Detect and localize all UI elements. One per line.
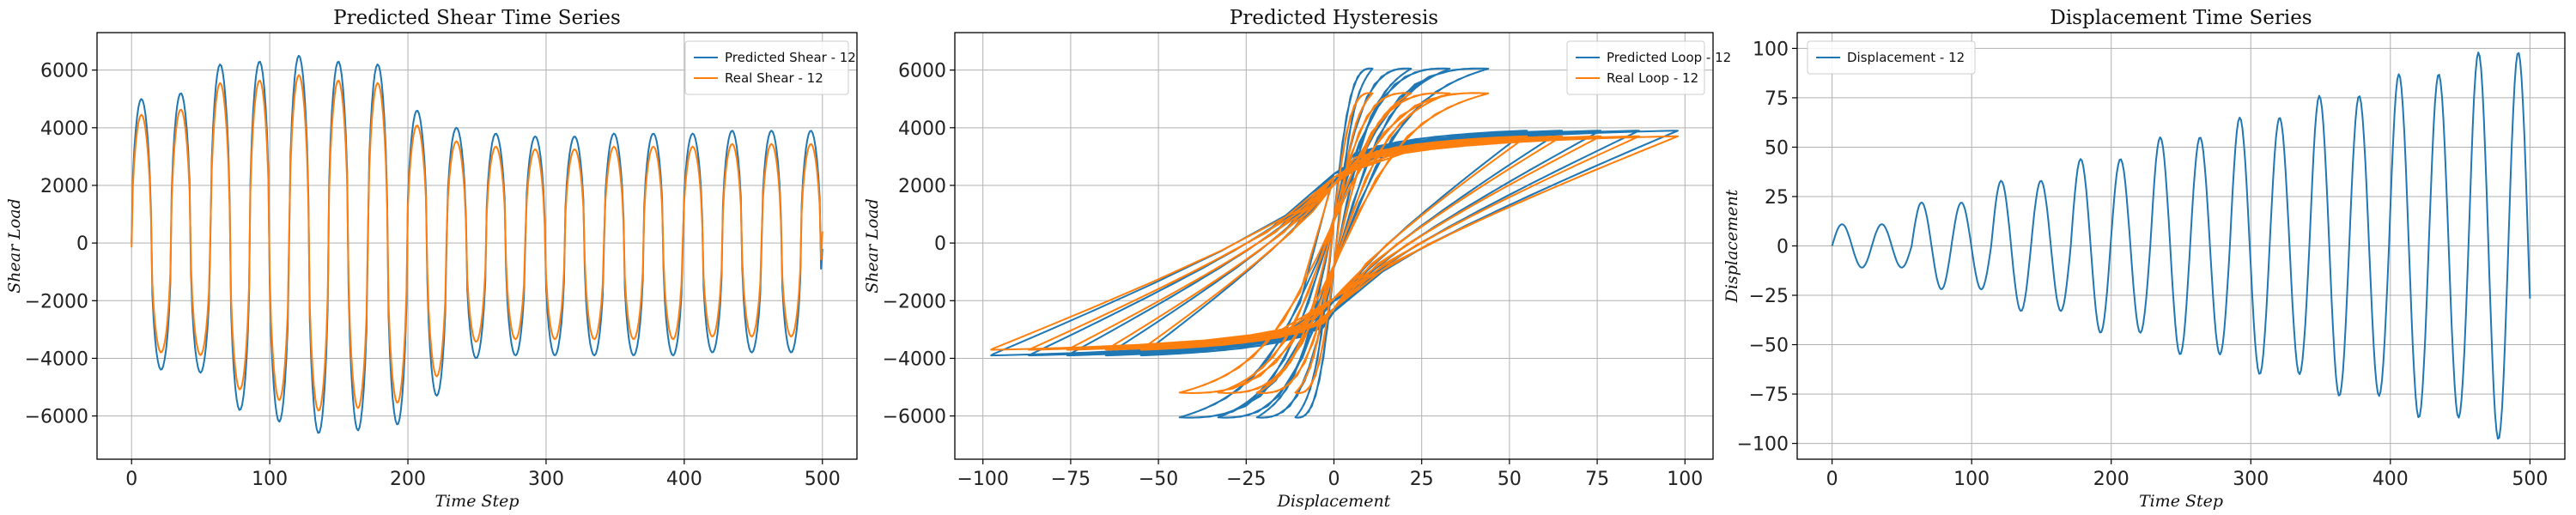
series-line-0 (131, 54, 823, 434)
series-line-0 (990, 67, 1679, 419)
x-tick-label: 500 (805, 469, 841, 490)
series-line-1 (131, 74, 823, 412)
legend-label-predicted-shear: Predicted Shear - 12 (725, 50, 856, 65)
x-tick-label: 300 (2233, 469, 2269, 490)
x-tick-label: 0 (1328, 469, 1340, 490)
y-tick-label: 2000 (40, 176, 88, 197)
y-tick-label: 2000 (898, 176, 946, 197)
y-tick-label: 0 (934, 233, 946, 255)
y-tick-label: −6000 (25, 407, 88, 428)
hysteresis-legend-box (1566, 40, 1705, 95)
x-tick-label: 0 (125, 469, 137, 490)
displacement-lines (1831, 52, 2531, 440)
hysteresis-ticks: −100 −75 −50 −25 0 25 50 75 100 −6000 −4000 −2000 0 2… (883, 61, 1704, 490)
x-tick-label: 200 (390, 469, 426, 490)
hysteresis-y-axis-label: Shear Load (863, 198, 882, 294)
displacement-ticks: 0 100 200 300 400 500 −100 −75 −50 −25 0 25 50 75 100 (1737, 39, 2549, 490)
shear-time-series-ticks: 0 100 200 300 400 500 −6000 −4000 −2000 0 2000 4000… (25, 61, 841, 490)
y-tick-label: 4000 (898, 118, 946, 140)
x-tick-label: 100 (1953, 469, 1990, 490)
x-tick-label: 50 (1498, 469, 1522, 490)
displacement-x-axis-label: Time Step (2139, 492, 2223, 511)
y-tick-label: 75 (1765, 88, 1789, 110)
x-tick-label: −75 (1051, 469, 1091, 490)
y-tick-label: −4000 (25, 348, 88, 370)
hysteresis-chart: −100 −75 −50 −25 0 25 50 75 100 −6000 −4000 −2000 0 2… (863, 7, 1731, 511)
y-tick-label: −6000 (883, 407, 946, 428)
displacement-y-axis-label: Displacement (1722, 189, 1741, 303)
y-tick-label: −75 (1749, 385, 1789, 406)
shear-time-series-legend-box (684, 40, 849, 95)
shear-time-series-lines (131, 54, 823, 434)
y-tick-label: −50 (1749, 336, 1789, 357)
shear-time-series-x-axis-label: Time Step (434, 492, 519, 511)
x-tick-label: 300 (528, 469, 564, 490)
y-tick-label: 6000 (898, 61, 946, 82)
x-tick-label: 200 (2093, 469, 2129, 490)
hysteresis-legend: Predicted Loop - 12 Real Loop - 12 (1566, 40, 1731, 95)
displacement-gridlines (1797, 33, 2565, 459)
shear-time-series-legend: Predicted Shear - 12 Real Shear - 12 (684, 40, 856, 95)
x-tick-label: 400 (2372, 469, 2409, 490)
y-tick-label: −25 (1749, 286, 1789, 307)
y-tick-label: −2000 (883, 291, 946, 312)
y-tick-label: 50 (1765, 137, 1789, 159)
hysteresis-x-axis-label: Displacement (1277, 492, 1391, 511)
x-tick-label: 100 (252, 469, 288, 490)
y-tick-label: 25 (1765, 187, 1789, 209)
hysteresis-title: Predicted Hysteresis (1230, 7, 1438, 29)
y-tick-label: −100 (1737, 434, 1789, 456)
displacement-legend-box (1807, 40, 1976, 75)
y-tick-label: 4000 (40, 118, 88, 140)
y-tick-label: 6000 (40, 61, 88, 82)
hysteresis-lines (990, 67, 1679, 419)
legend-label-displacement: Displacement - 12 (1847, 50, 1965, 65)
displacement-title: Displacement Time Series (2050, 7, 2312, 29)
x-tick-label: 75 (1585, 469, 1609, 490)
series-line-1 (990, 92, 1679, 394)
x-tick-label: −100 (957, 469, 1008, 490)
legend-label-real-shear: Real Shear - 12 (725, 70, 823, 86)
hysteresis-gridlines (955, 33, 1713, 459)
shear-time-series-y-axis-label: Shear Load (5, 198, 24, 294)
y-tick-label: 100 (1753, 39, 1789, 60)
x-tick-label: −50 (1139, 469, 1178, 490)
shear-time-series-title: Predicted Shear Time Series (333, 7, 621, 29)
displacement-time-series-chart: 0 100 200 300 400 500−100−75−50−250255075100 … (1722, 7, 2566, 511)
y-tick-label: 0 (76, 233, 88, 255)
x-tick-label: 100 (1667, 469, 1703, 490)
shear-time-series-chart: 0 100 200 300 400 500 −6000 −4000 −2000 0 2000 4000… (5, 7, 858, 511)
y-tick-label: −4000 (883, 348, 946, 370)
x-tick-label: 500 (2512, 469, 2548, 490)
shear-time-series-axes-frame (96, 32, 858, 460)
series-line-0 (1831, 52, 2531, 440)
y-tick-label: 0 (1777, 237, 1789, 258)
y-tick-label: −2000 (25, 291, 88, 312)
legend-label-predicted-loop: Predicted Loop - 12 (1607, 50, 1731, 65)
legend-label-real-loop: Real Loop - 12 (1607, 70, 1698, 86)
x-tick-label: −25 (1226, 469, 1266, 490)
x-tick-label: 0 (1826, 469, 1838, 490)
x-tick-label: 25 (1410, 469, 1434, 490)
x-tick-label: 400 (666, 469, 702, 490)
displacement-legend: Displacement - 12 (1807, 40, 1976, 75)
